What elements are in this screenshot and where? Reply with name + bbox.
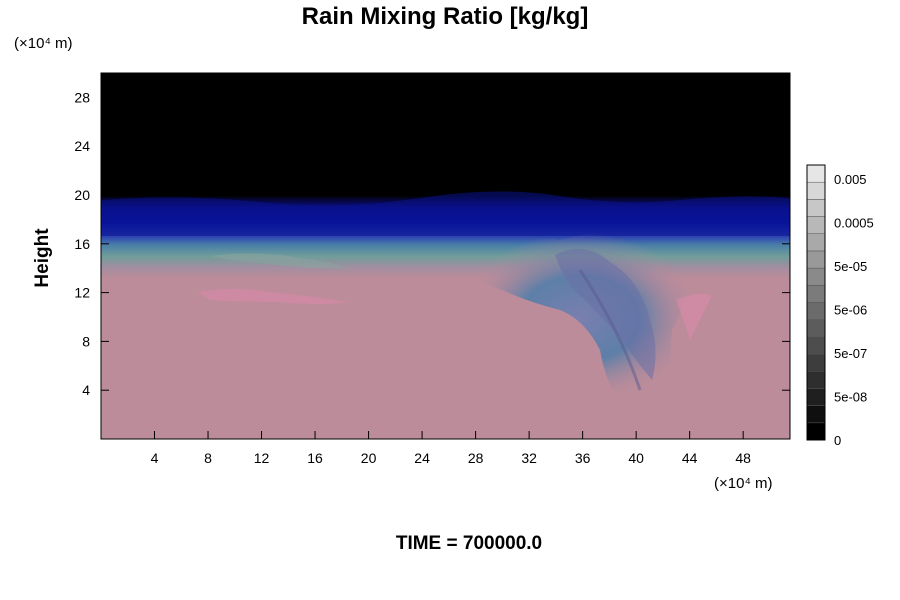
colorbar-step	[806, 422, 826, 441]
colorbar-step	[806, 285, 826, 303]
plot-frame	[100, 72, 791, 440]
heatmap-pink-streak	[198, 289, 348, 304]
chart-title: Rain Mixing Ratio [kg/kg]	[302, 3, 589, 30]
colorbar-step	[806, 267, 826, 286]
x-tick-label: 40	[628, 450, 644, 466]
y-tick-label: 20	[74, 187, 90, 203]
colorbar-label: 0.005	[834, 172, 867, 187]
colorbar-label: 5e-06	[834, 303, 867, 318]
colorbar-step	[806, 233, 826, 252]
y-unit-label: (×10⁴ m)	[14, 35, 73, 52]
y-tick-label: 24	[74, 138, 90, 154]
colorbar-labels: 0.005 0.0005 5e-05 5e-06 5e-07 5e-08 0	[834, 172, 874, 448]
colorbar-step	[806, 319, 826, 338]
x-unit-label: (×10⁴ m)	[714, 475, 773, 492]
colorbar-label: 0.0005	[834, 216, 874, 231]
y-axis-label: Height	[32, 228, 53, 288]
colorbar-step	[806, 353, 826, 372]
colorbar-step	[806, 388, 826, 406]
x-tick-label: 48	[735, 450, 751, 466]
y-tick-label: 4	[82, 382, 90, 398]
colorbar-step	[806, 302, 826, 320]
heatmap-upper-front	[101, 191, 790, 236]
colorbar	[806, 164, 826, 441]
colorbar-label: 5e-05	[834, 259, 867, 274]
colorbar-step	[806, 405, 826, 424]
time-label: TIME = 700000.0	[396, 533, 542, 554]
colorbar-step	[806, 371, 826, 389]
colorbar-step	[806, 250, 826, 269]
heatmap-teal-patch	[210, 253, 350, 269]
x-tick-label: 36	[575, 450, 591, 466]
colorbar-label: 0	[834, 433, 841, 448]
x-tick-label: 28	[468, 450, 484, 466]
x-tick-label: 16	[307, 450, 323, 466]
colorbar-step	[806, 164, 826, 183]
y-tick-label: 8	[82, 333, 90, 349]
y-tick-label: 28	[74, 89, 90, 105]
plot-area	[101, 73, 790, 439]
colorbar-step	[806, 199, 826, 217]
x-tick-label: 8	[204, 450, 212, 466]
x-tick-label: 4	[151, 450, 159, 466]
colorbar-label: 5e-07	[834, 346, 867, 361]
y-axis-ticks: 4 8 12 16 20 24 28	[74, 89, 790, 398]
colorbar-step	[806, 336, 826, 355]
colorbar-step	[806, 181, 826, 200]
y-tick-label: 12	[74, 285, 90, 301]
x-tick-label: 24	[414, 450, 430, 466]
heatmap-plume-streak	[578, 269, 642, 391]
x-tick-label: 12	[254, 450, 270, 466]
y-tick-label: 16	[74, 236, 90, 252]
x-axis-ticks: 4 8 12 16 20 24 28 32 36 40 44 48	[151, 73, 751, 466]
x-tick-label: 20	[361, 450, 377, 466]
colorbar-frame	[806, 164, 826, 441]
x-tick-label: 32	[521, 450, 537, 466]
x-tick-label: 44	[682, 450, 698, 466]
heatmap-pink-streak-right	[676, 293, 712, 340]
colorbar-label: 5e-08	[834, 390, 867, 405]
colorbar-step	[806, 216, 826, 234]
